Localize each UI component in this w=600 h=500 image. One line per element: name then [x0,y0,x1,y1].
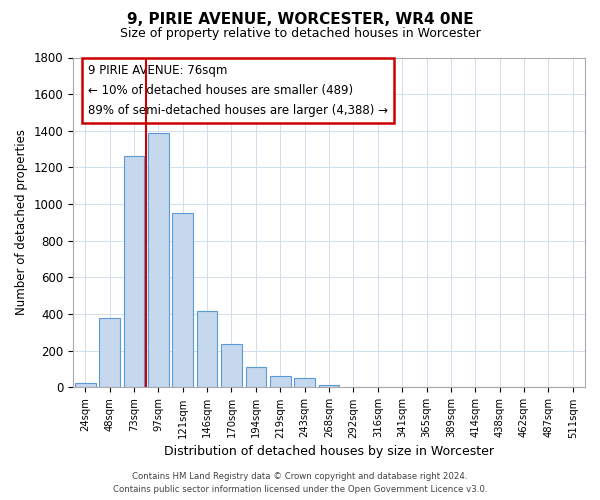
Bar [148,132,169,388]
Text: Size of property relative to detached houses in Worcester: Size of property relative to detached ho… [119,28,481,40]
X-axis label: Distribution of detached houses by size in Worcester: Distribution of detached houses by size … [164,444,494,458]
Bar [99,318,120,388]
Text: Contains HM Land Registry data © Crown copyright and database right 2024.
Contai: Contains HM Land Registry data © Crown c… [113,472,487,494]
Text: 9 PIRIE AVENUE: 76sqm
← 10% of detached houses are smaller (489)
89% of semi-det: 9 PIRIE AVENUE: 76sqm ← 10% of detached … [88,64,388,117]
Bar [294,378,315,388]
Bar [197,312,217,388]
Text: 9, PIRIE AVENUE, WORCESTER, WR4 0NE: 9, PIRIE AVENUE, WORCESTER, WR4 0NE [127,12,473,28]
Bar [172,214,193,388]
Bar [124,156,145,388]
Bar [270,376,290,388]
Bar [245,368,266,388]
Bar [75,383,95,388]
Y-axis label: Number of detached properties: Number of detached properties [15,130,28,316]
Bar [343,386,364,388]
Bar [319,384,340,388]
Bar [221,344,242,388]
